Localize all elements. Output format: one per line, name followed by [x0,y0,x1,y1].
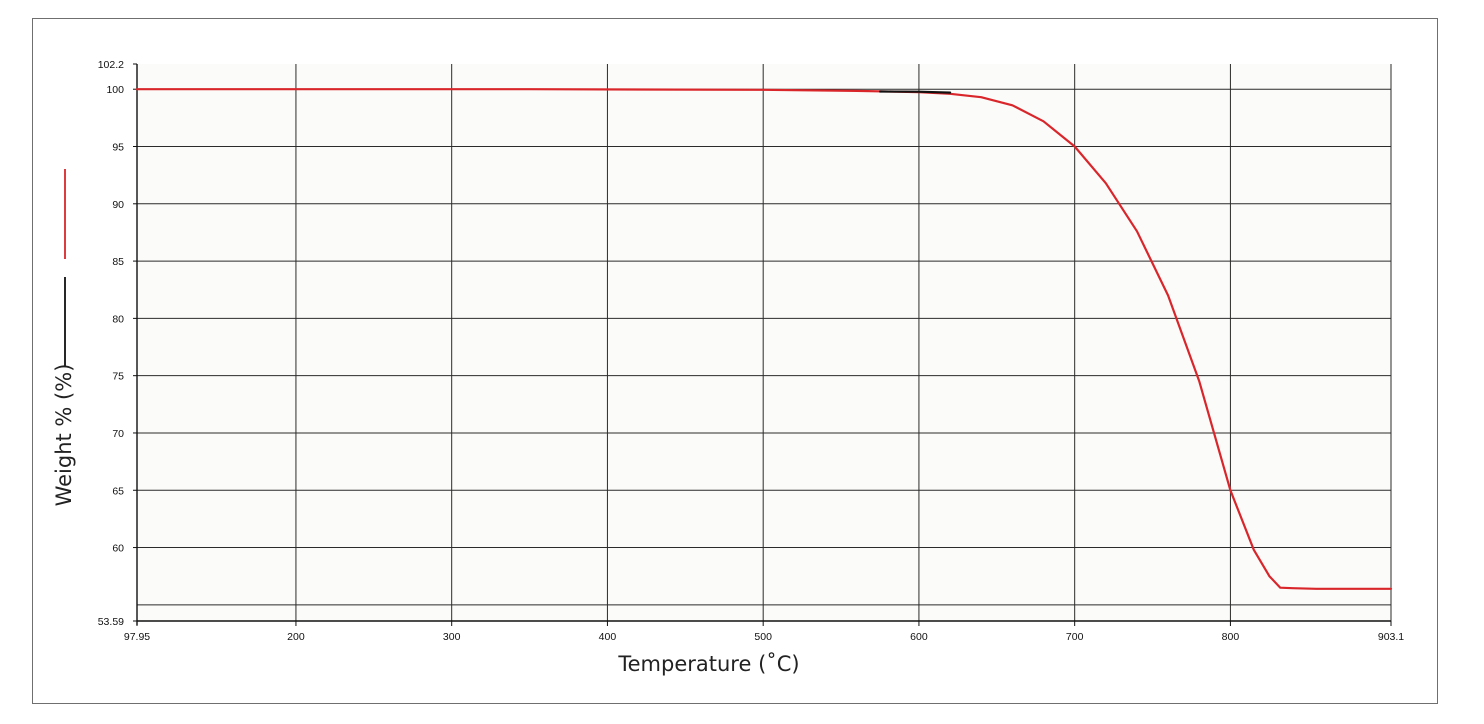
axes [133,63,1392,626]
y-tick-label: 90 [112,199,124,211]
x-tick-label: 200 [287,631,305,643]
x-tick-labels: 97.95 200 300 400 500 600 700 800 903.1 [124,631,1404,643]
x-tick-label: 500 [754,631,772,643]
y-tick-labels: 53.59 60 65 70 75 80 85 90 95 100 102.2 [98,59,124,628]
x-tick-label: 97.95 [124,631,150,643]
plot-area [137,64,1391,621]
y-tick-label: 85 [112,256,124,268]
y-tick-label: 102.2 [98,59,124,71]
x-tick-label: 700 [1066,631,1084,643]
y-tick-label: 80 [112,313,124,325]
y-tick-label: 75 [112,371,124,383]
chart-frame: 53.59 60 65 70 75 80 85 90 95 100 102.2 97.95 200 30… [32,18,1438,704]
x-tick-label: 600 [910,631,928,643]
y-gridlines [137,88,1391,606]
x-tick-label: 400 [599,631,617,643]
y-axis-title: Weight % (%) [52,364,76,507]
series-line [878,90,952,94]
x-tick-label: 800 [1222,631,1240,643]
y-tick-label: 53.59 [98,616,124,628]
series-layer [135,88,1393,590]
y-tick-label: 70 [112,428,124,440]
x-tick-label: 300 [443,631,461,643]
x-gridlines [295,64,1392,621]
chart-svg: 53.59 60 65 70 75 80 85 90 95 100 102.2 97.95 200 30… [52,59,1404,676]
y-tick-label: 100 [106,84,124,96]
x-tick-label: 903.1 [1378,631,1404,643]
x-axis-title: Temperature (˚C) [617,652,799,676]
y-tick-label: 95 [112,142,124,154]
y-tick-label: 65 [112,485,124,497]
series-line [135,88,1393,590]
y-tick-label: 60 [112,543,124,555]
